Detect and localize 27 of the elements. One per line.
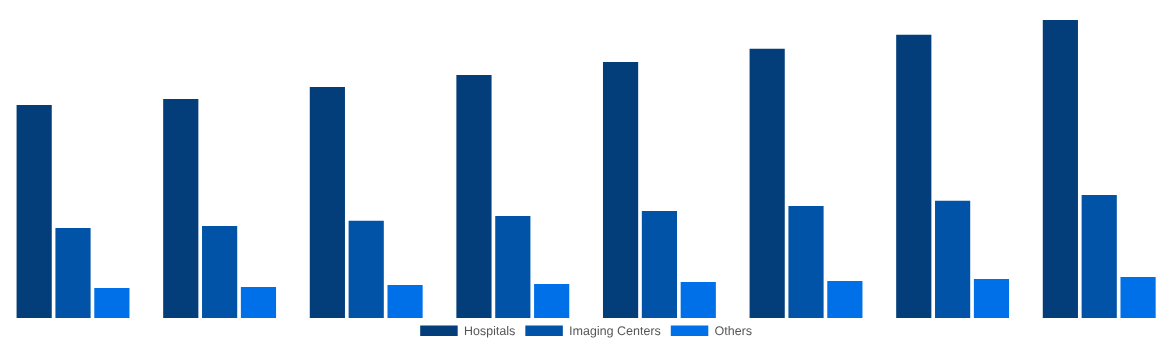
legend-label: Hospitals — [464, 325, 515, 338]
bar — [456, 75, 492, 319]
bar — [55, 228, 91, 319]
bar — [680, 281, 716, 319]
bar — [827, 281, 863, 319]
bar — [788, 205, 824, 319]
bar — [94, 287, 130, 319]
bar — [495, 216, 531, 319]
bar — [163, 98, 199, 319]
bar — [1042, 19, 1078, 319]
bar — [1120, 276, 1156, 319]
bar — [202, 225, 238, 319]
bar — [641, 211, 678, 319]
bar — [896, 34, 932, 319]
bar — [16, 104, 52, 319]
bar — [240, 287, 277, 319]
bar — [387, 284, 423, 319]
bar — [749, 48, 785, 319]
bar — [602, 61, 639, 319]
bar — [348, 220, 384, 319]
legend-label: Imaging Centers — [570, 325, 661, 338]
bar — [534, 284, 570, 319]
legend-label: Others — [715, 325, 752, 336]
bar — [1081, 194, 1117, 319]
bar — [973, 278, 1010, 319]
bar — [309, 87, 345, 319]
bar — [935, 200, 971, 319]
